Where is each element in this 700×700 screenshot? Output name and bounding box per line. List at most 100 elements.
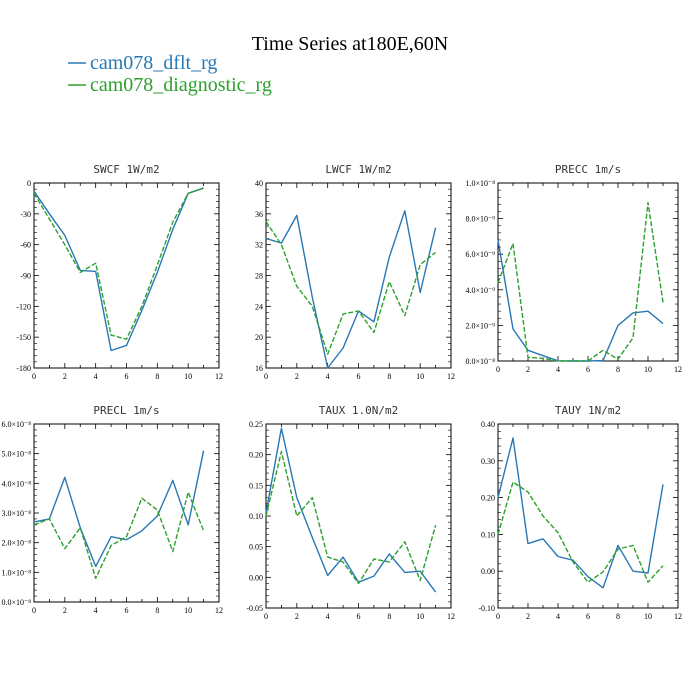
x-tick-label-swcf: 6	[125, 372, 129, 381]
y-tick-label-taux: 0.25	[249, 420, 263, 429]
x-tick-label-taux: 2	[295, 612, 299, 621]
x-tick-label-precl: 0	[32, 606, 36, 615]
x-tick-label-tauy: 6	[586, 612, 590, 621]
y-tick-label-taux: -0.05	[246, 604, 263, 613]
panel-precc: PRECC 1m/s 0 2 4 6 8 10 12 0.0×10⁻⁸ 2.0×10⁻⁹ 4.0×1…	[465, 163, 682, 374]
x-tick-label-lwcf: 10	[416, 372, 424, 381]
x-tick-label-precc: 0	[496, 365, 500, 374]
y-tick-label-taux: 0.20	[249, 451, 263, 460]
y-tick-label-swcf: -60	[20, 241, 31, 250]
y-tick-label-precl: 4.0×10⁻⁸	[1, 479, 31, 488]
series-line-precl-diagnostic	[33, 491, 205, 579]
series-line-taux-dflt	[265, 427, 437, 593]
series-line-precc-dflt	[497, 239, 664, 362]
y-tick-label-swcf: -120	[16, 302, 31, 311]
panel-title-swcf: SWCF 1W/m2	[93, 163, 159, 176]
x-tick-label-taux: 12	[447, 612, 455, 621]
panel-title-precc: PRECC 1m/s	[555, 163, 621, 176]
x-tick-label-swcf: 12	[215, 372, 223, 381]
y-tick-label-taux: 0.10	[249, 512, 263, 521]
y-tick-label-taux: 0.05	[249, 543, 263, 552]
plot-frame-lwcf	[265, 182, 452, 369]
y-tick-label-lwcf: 20	[255, 333, 263, 342]
y-tick-label-tauy: 0.40	[481, 420, 495, 429]
x-tick-label-swcf: 2	[63, 372, 67, 381]
y-tick-label-precc: 2.0×10⁻⁹	[465, 321, 495, 330]
x-tick-label-precc: 8	[616, 365, 620, 374]
y-tick-label-precl: 3.0×10⁻⁸	[1, 509, 31, 518]
x-tick-label-swcf: 8	[155, 372, 159, 381]
y-tick-label-lwcf: 16	[255, 364, 263, 373]
x-tick-label-taux: 6	[357, 612, 361, 621]
x-tick-label-precl: 8	[155, 606, 159, 615]
x-tick-label-lwcf: 8	[387, 372, 391, 381]
x-tick-label-precc: 2	[526, 365, 530, 374]
series-line-swcf-dflt	[33, 187, 204, 352]
panel-title-tauy: TAUY 1N/m2	[555, 404, 621, 417]
x-tick-label-taux: 4	[326, 612, 330, 621]
series-line-lwcf-dflt	[265, 210, 437, 369]
panel-swcf: SWCF 1W/m2 0 2 4 6 8 10 12 -180 -150 -120 -90 -60 -30…	[16, 163, 223, 381]
panel-precl: PRECL 1m/s 0 2 4 6 8 10 12 0.0×10⁻⁸ 1.0×10⁻⁸ 2.0×1…	[1, 404, 223, 615]
x-tick-label-taux: 10	[416, 612, 424, 621]
panel-title-lwcf: LWCF 1W/m2	[325, 163, 391, 176]
x-tick-label-precl: 4	[94, 606, 98, 615]
panel-taux: TAUX 1.0N/m2 0 2 4 6 8 10 12 -0.05 0.00 0.05 0.10 0.…	[246, 404, 455, 621]
x-tick-label-tauy: 0	[496, 612, 500, 621]
panel-title-precl: PRECL 1m/s	[93, 404, 159, 417]
figure-title: Time Series at180E,60N	[252, 33, 448, 55]
x-tick-label-taux: 0	[264, 612, 268, 621]
y-tick-label-precc: 6.0×10⁻⁹	[465, 250, 495, 259]
y-tick-label-precc: 4.0×10⁻⁹	[465, 286, 495, 295]
y-tick-label-tauy: 0.10	[481, 530, 495, 539]
x-tick-label-precc: 4	[556, 365, 560, 374]
y-tick-label-swcf: -150	[16, 333, 31, 342]
y-tick-label-taux: 0.00	[249, 573, 263, 582]
x-tick-label-precc: 6	[586, 365, 590, 374]
x-tick-label-lwcf: 12	[447, 372, 455, 381]
x-tick-label-swcf: 0	[32, 372, 36, 381]
x-tick-label-lwcf: 4	[326, 372, 330, 381]
x-tick-label-tauy: 12	[674, 612, 682, 621]
plot-frame-tauy	[497, 423, 679, 609]
legend-label-diagnostic: cam078_diagnostic_rg	[90, 74, 272, 96]
x-tick-label-taux: 8	[387, 612, 391, 621]
y-tick-label-tauy: 0.20	[481, 494, 495, 503]
y-tick-label-swcf: -90	[20, 272, 31, 281]
x-tick-label-swcf: 4	[94, 372, 98, 381]
x-tick-label-lwcf: 2	[295, 372, 299, 381]
plot-frame-swcf	[33, 182, 220, 369]
y-tick-label-swcf: -180	[16, 364, 31, 373]
x-tick-label-precl: 12	[215, 606, 223, 615]
x-tick-label-swcf: 10	[184, 372, 192, 381]
x-tick-label-lwcf: 6	[357, 372, 361, 381]
y-tick-label-lwcf: 24	[255, 302, 263, 311]
y-tick-label-precl: 1.0×10⁻⁸	[1, 568, 31, 577]
x-tick-label-precl: 6	[125, 606, 129, 615]
panel-title-taux: TAUX 1.0N/m2	[319, 404, 398, 417]
x-tick-label-precl: 2	[63, 606, 67, 615]
plot-frame-taux	[265, 423, 452, 609]
x-tick-label-tauy: 2	[526, 612, 530, 621]
series-line-lwcf-diagnostic	[265, 221, 437, 355]
x-tick-label-tauy: 4	[556, 612, 560, 621]
y-tick-label-lwcf: 28	[255, 272, 263, 281]
panels: SWCF 1W/m20 2 4 6 8 10 12-180-150-120-90-60-30…	[1, 163, 682, 621]
x-tick-label-precc: 12	[674, 365, 682, 374]
y-tick-label-precl: 2.0×10⁻⁸	[1, 539, 31, 548]
y-tick-label-swcf: -30	[20, 210, 31, 219]
panel-tauy: TAUY 1N/m2 0 2 4 6 8 10 12 -0.10 0.00 0.10 0.20 0.30…	[478, 404, 682, 621]
x-tick-label-precl: 10	[184, 606, 192, 615]
y-tick-label-tauy: 0.00	[481, 567, 495, 576]
y-tick-label-precc: 1.0×10⁻⁸	[465, 179, 495, 188]
y-tick-label-taux: 0.15	[249, 481, 263, 490]
x-tick-label-tauy: 10	[644, 612, 652, 621]
series-line-precc-diagnostic	[497, 201, 664, 362]
legend: cam078_dflt_rg cam078_diagnostic_rg	[68, 52, 272, 96]
y-tick-label-tauy: -0.10	[478, 604, 495, 613]
y-tick-label-precl: 6.0×10⁻⁸	[1, 420, 31, 429]
series-line-precl-dflt	[33, 450, 205, 568]
x-tick-label-precc: 10	[644, 365, 652, 374]
